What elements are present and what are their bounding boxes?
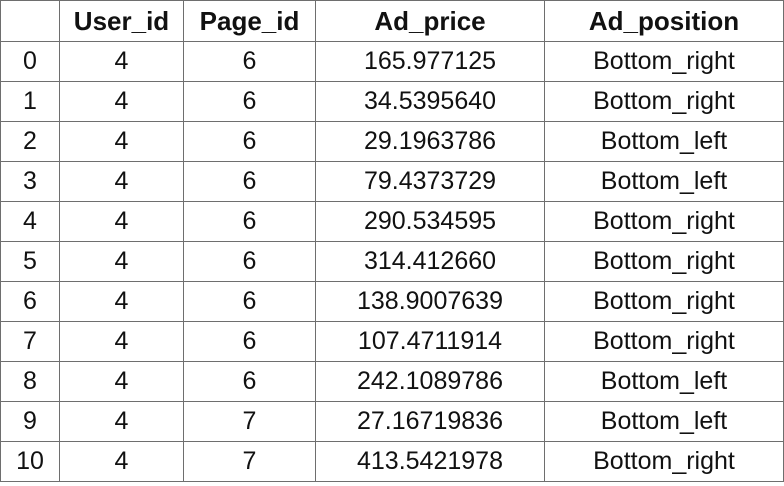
- ad-price-cell: 290.534595: [315, 201, 545, 242]
- row-index-cell: 4: [0, 201, 60, 242]
- ad-price-cell: 413.5421978: [315, 441, 545, 482]
- header-row: User_id Page_id Ad_price Ad_position: [0, 0, 784, 42]
- header-page-id: Page_id: [183, 0, 316, 42]
- ad-price-cell: 165.977125: [315, 41, 545, 82]
- table-row: 2 4 6 29.1963786 Bottom_left: [0, 121, 784, 162]
- header-ad-position: Ad_position: [544, 0, 784, 42]
- page-id-cell: 6: [183, 321, 316, 362]
- ad-position-cell: Bottom_left: [544, 401, 784, 442]
- ad-position-cell: Bottom_right: [544, 321, 784, 362]
- user-id-cell: 4: [59, 361, 184, 402]
- user-id-cell: 4: [59, 281, 184, 322]
- header-user-id: User_id: [59, 0, 184, 42]
- row-index-cell: 9: [0, 401, 60, 442]
- row-index-cell: 0: [0, 41, 60, 82]
- user-id-cell: 4: [59, 41, 184, 82]
- table-row: 7 4 6 107.4711914 Bottom_right: [0, 321, 784, 362]
- table-row: 0 4 6 165.977125 Bottom_right: [0, 41, 784, 82]
- page-id-cell: 6: [183, 241, 316, 282]
- ad-price-cell: 242.1089786: [315, 361, 545, 402]
- header-ad-price: Ad_price: [315, 0, 545, 42]
- page-id-cell: 6: [183, 121, 316, 162]
- user-id-cell: 4: [59, 201, 184, 242]
- table-row: 6 4 6 138.9007639 Bottom_right: [0, 281, 784, 322]
- user-id-cell: 4: [59, 81, 184, 122]
- row-index-cell: 6: [0, 281, 60, 322]
- page-id-cell: 6: [183, 41, 316, 82]
- user-id-cell: 4: [59, 321, 184, 362]
- page-id-cell: 6: [183, 201, 316, 242]
- user-id-cell: 4: [59, 241, 184, 282]
- header-index: [0, 0, 60, 42]
- ad-position-cell: Bottom_left: [544, 361, 784, 402]
- row-index-cell: 1: [0, 81, 60, 122]
- page-id-cell: 6: [183, 281, 316, 322]
- table-row: 5 4 6 314.412660 Bottom_right: [0, 241, 784, 282]
- ad-position-cell: Bottom_right: [544, 201, 784, 242]
- ad-position-cell: Bottom_left: [544, 161, 784, 202]
- table-row: 9 4 7 27.16719836 Bottom_left: [0, 401, 784, 442]
- user-id-cell: 4: [59, 161, 184, 202]
- ad-price-cell: 29.1963786: [315, 121, 545, 162]
- row-index-cell: 2: [0, 121, 60, 162]
- page-id-cell: 7: [183, 401, 316, 442]
- row-index-cell: 3: [0, 161, 60, 202]
- ad-price-cell: 314.412660: [315, 241, 545, 282]
- row-index-cell: 7: [0, 321, 60, 362]
- ad-price-cell: 138.9007639: [315, 281, 545, 322]
- page-id-cell: 7: [183, 441, 316, 482]
- table-row: 8 4 6 242.1089786 Bottom_left: [0, 361, 784, 402]
- ad-price-cell: 34.5395640: [315, 81, 545, 122]
- table-row: 3 4 6 79.4373729 Bottom_left: [0, 161, 784, 202]
- row-index-cell: 10: [0, 441, 60, 482]
- page-id-cell: 6: [183, 361, 316, 402]
- ad-price-cell: 107.4711914: [315, 321, 545, 362]
- ad-position-cell: Bottom_right: [544, 441, 784, 482]
- ad-position-cell: Bottom_right: [544, 281, 784, 322]
- table-row: 10 4 7 413.5421978 Bottom_right: [0, 441, 784, 482]
- ad-position-cell: Bottom_right: [544, 81, 784, 122]
- user-id-cell: 4: [59, 441, 184, 482]
- user-id-cell: 4: [59, 401, 184, 442]
- table-body: 0 4 6 165.977125 Bottom_right 1 4 6 34.5395640 Bo…: [0, 41, 784, 482]
- table-header: User_id Page_id Ad_price Ad_position: [0, 0, 784, 42]
- row-index-cell: 5: [0, 241, 60, 282]
- user-id-cell: 4: [59, 121, 184, 162]
- table-row: 1 4 6 34.5395640 Bottom_right: [0, 81, 784, 122]
- ad-position-cell: Bottom_right: [544, 241, 784, 282]
- ad-position-cell: Bottom_left: [544, 121, 784, 162]
- row-index-cell: 8: [0, 361, 60, 402]
- table-row: 4 4 6 290.534595 Bottom_right: [0, 201, 784, 242]
- page-id-cell: 6: [183, 81, 316, 122]
- page-id-cell: 6: [183, 161, 316, 202]
- ad-price-cell: 27.16719836: [315, 401, 545, 442]
- ad-position-cell: Bottom_right: [544, 41, 784, 82]
- ad-price-cell: 79.4373729: [315, 161, 545, 202]
